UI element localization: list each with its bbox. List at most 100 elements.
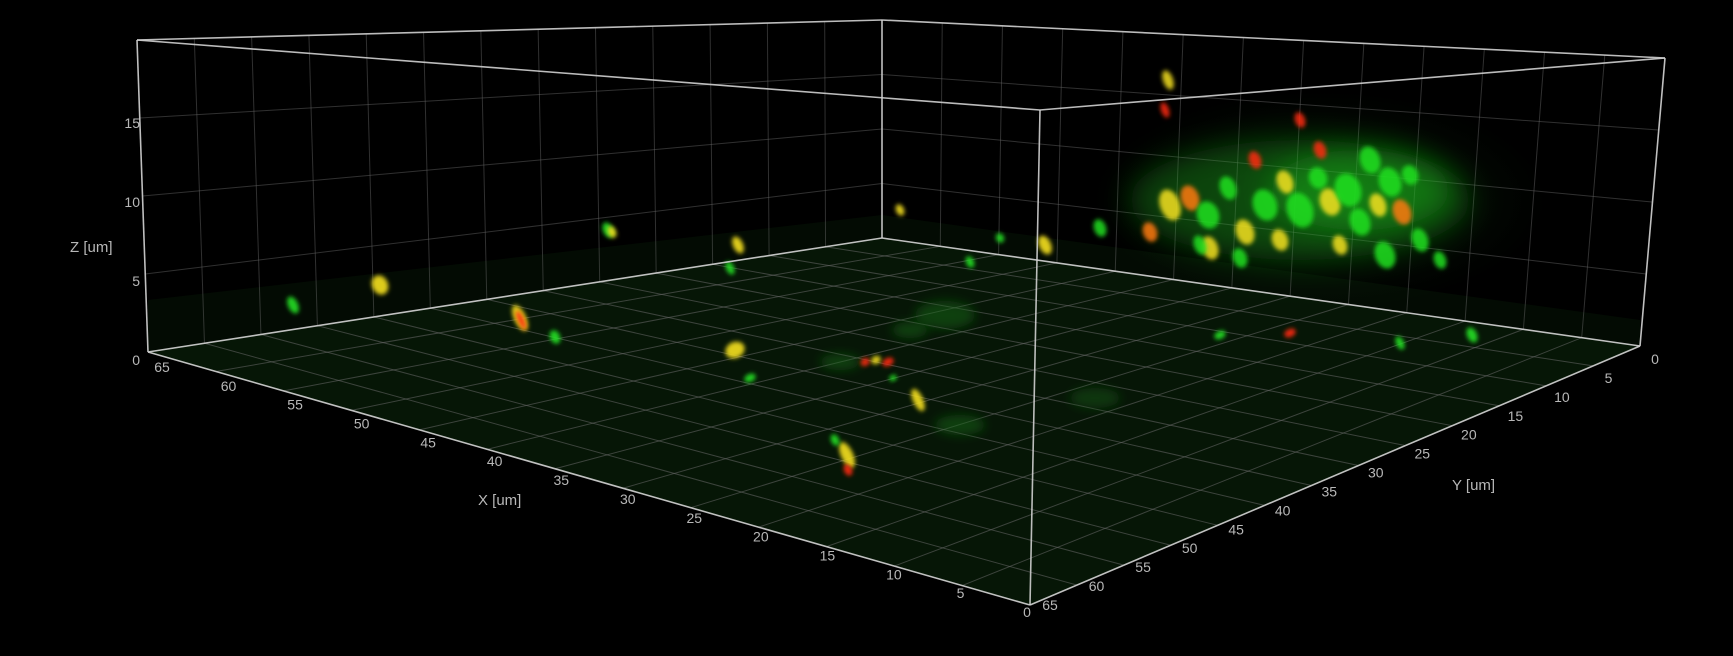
x-tick-label: 35: [553, 472, 569, 488]
x-tick-label: 40: [487, 453, 503, 469]
wall-grid-line: [998, 25, 1003, 255]
floor-grid-line: [543, 290, 1359, 467]
fluorescent-spot: [895, 204, 905, 216]
floor-grid-line: [486, 298, 1312, 486]
fluorescent-spot: [1196, 201, 1220, 229]
floor-grid-line: [894, 328, 1524, 567]
floor-grid-line: [260, 333, 1124, 566]
x-tick-label: 45: [420, 434, 436, 450]
y-tick-label: 0: [1651, 351, 1659, 367]
fluorescent-spot: [1271, 229, 1289, 251]
fluorescent-spot: [1235, 219, 1255, 245]
y-tick-label: 55: [1135, 559, 1151, 575]
floor-grid-line: [768, 255, 1547, 387]
x-tick-label: 10: [886, 566, 902, 582]
floor-grid-line: [826, 320, 1466, 548]
y-tick-label: 50: [1182, 540, 1198, 556]
y-axis-ticks: 0 5 10 15 20 25 30 35 40 45 50 55 60 65: [1042, 351, 1659, 613]
fluorescent-spot: [1395, 336, 1405, 350]
wall-grid-line: [365, 33, 375, 317]
wall-grid-line: [193, 38, 205, 344]
fluorescent-spot: [1332, 235, 1348, 255]
box-edge: [1029, 109, 1041, 606]
fluorescent-spot: [607, 226, 617, 238]
fluorescent-spot: [995, 233, 1005, 243]
fluorescent-spot: [1466, 327, 1478, 343]
box-edge: [147, 237, 883, 353]
x-tick-label: 50: [354, 416, 370, 432]
fluorescent-spot: [371, 275, 389, 295]
fluorescent-spot: [1252, 189, 1278, 221]
z-axis-ticks: 0 5 10 15: [124, 115, 140, 368]
wall-grid-line: [709, 24, 714, 265]
bounding-box: [136, 19, 1666, 606]
fluorescent-spot: [911, 388, 925, 412]
fluorescent-spot: [1201, 236, 1219, 260]
y-tick-label: 40: [1275, 502, 1291, 518]
x-tick-label: 65: [154, 359, 170, 375]
wall-grid-line: [881, 74, 1659, 131]
floor-grid-line: [351, 262, 1058, 411]
wall-grid-line: [308, 35, 318, 326]
y-tick-label: 65: [1042, 597, 1058, 613]
floor-grid-line: [690, 303, 1349, 509]
fluorescent-spot: [882, 357, 894, 367]
x-tick-label: 0: [1023, 604, 1031, 620]
fluorescent-spot: [1276, 170, 1294, 194]
floor-grid-line: [825, 246, 1594, 367]
y-tick-label: 20: [1461, 427, 1477, 443]
fluorescent-spot: [1284, 328, 1296, 338]
x-tick-label: 55: [287, 397, 303, 413]
floor-grid-line: [712, 263, 1500, 407]
fluorescent-spot: [830, 434, 840, 446]
box-edge: [1029, 345, 1641, 606]
y-tick-label: 35: [1321, 483, 1337, 499]
floor-grid-line: [656, 272, 1453, 427]
fluorescent-spot: [843, 464, 853, 476]
floor-grid-line: [215, 245, 941, 372]
x-tick-label: 30: [620, 491, 636, 507]
fluorescent-spot: [1219, 176, 1237, 200]
fluorescent-spot: [1294, 112, 1306, 128]
wall-grid-line: [652, 26, 657, 274]
fluorescent-spot: [725, 261, 735, 275]
floor-grid-line: [622, 295, 1291, 489]
fluorescent-spot: [1374, 241, 1396, 269]
wall-grid-line: [145, 183, 883, 275]
fluorescent-spot: [1378, 167, 1402, 197]
y-axis-title: Y [um]: [1452, 477, 1495, 494]
fluorescent-spot: [1313, 141, 1327, 159]
fluorescent-spot: [889, 374, 897, 382]
fluorescent-spot: [1142, 222, 1158, 242]
box-edge: [136, 39, 1041, 111]
fluorescent-spot: [515, 310, 527, 330]
z-tick-label: 0: [132, 352, 140, 368]
fluorescent-spot: [1334, 173, 1362, 207]
floor-grid-line: [204, 342, 1078, 586]
fluorescent-spot: [1193, 235, 1207, 255]
box-edge: [136, 19, 883, 41]
z-tick-label: 5: [132, 273, 140, 289]
wall-grid-line: [766, 23, 770, 256]
fluorescent-spot: [1232, 248, 1248, 268]
fluorescent-spot: [1093, 219, 1107, 237]
box-edge: [136, 39, 149, 353]
floor-grid-line: [430, 307, 1265, 506]
fluorescent-spot: [1349, 208, 1371, 236]
x-axis-title: X [um]: [478, 492, 521, 509]
wall-grid-line: [939, 22, 943, 247]
fluorescent-spot: [820, 354, 860, 370]
wall-grid-line: [142, 128, 883, 197]
box-edge: [1639, 57, 1666, 347]
box-edge: [881, 19, 1666, 59]
floor-grid-line: [317, 325, 1171, 546]
fluorescent-spot: [549, 330, 561, 344]
fluorescent-spot: [860, 357, 870, 367]
wall-grid-line: [594, 27, 601, 282]
fluorescent-spot: [965, 256, 975, 268]
fluorescent-spot: [1162, 70, 1174, 90]
wall-grid-line: [1522, 52, 1546, 330]
